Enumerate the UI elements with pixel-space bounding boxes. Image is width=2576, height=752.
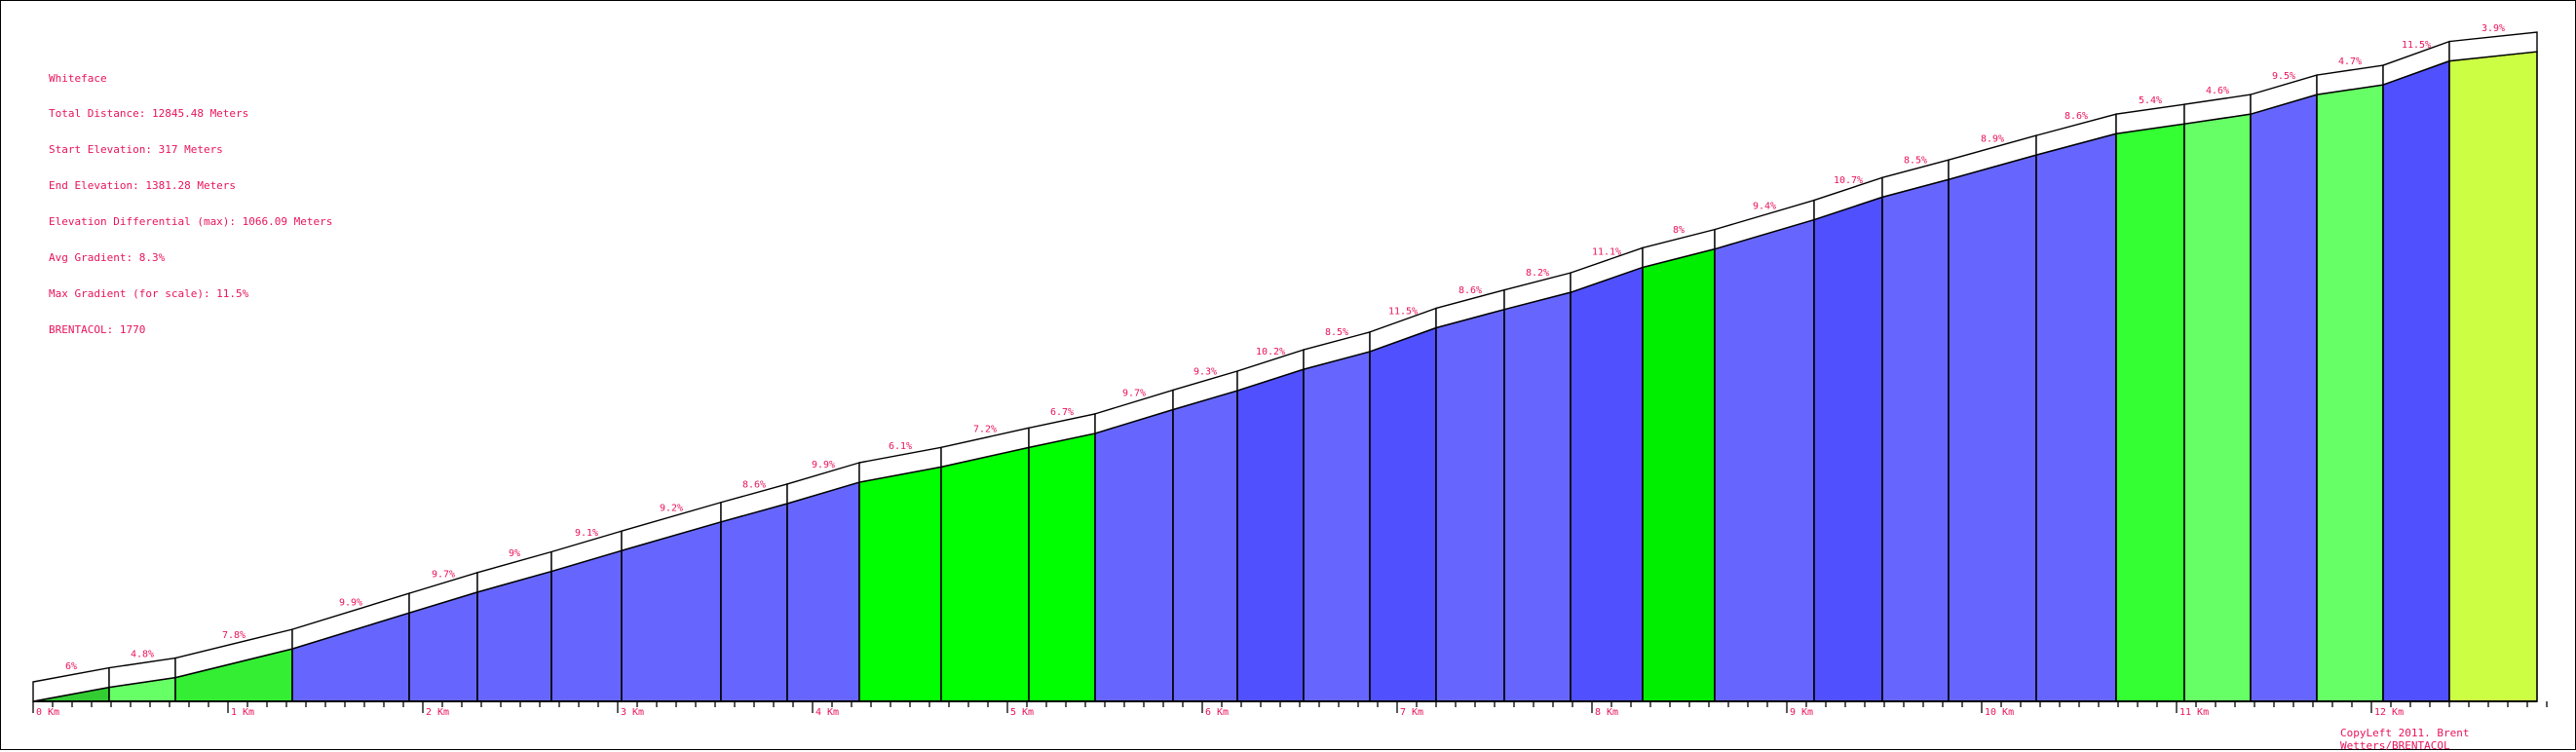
profile-segment	[1435, 308, 1505, 702]
x-tick-label: 9 Km	[1790, 707, 1813, 718]
gradient-label: 8.6%	[742, 479, 766, 490]
copyright-notice: CopyLeft 2011. Brent Wetters/BRENTACOL	[2340, 727, 2470, 752]
gradient-label: 9%	[509, 548, 520, 559]
gradient-label: 9.9%	[812, 460, 835, 470]
profile-segment	[2183, 113, 2252, 702]
gradient-label: 8%	[1673, 225, 1685, 236]
profile-segment	[1570, 266, 1644, 702]
profile-segment	[2115, 123, 2185, 702]
profile-segment	[1813, 196, 1883, 702]
gradient-label: 4.8%	[131, 650, 154, 660]
total-distance: Total Distance: 12845.48 Meters	[49, 107, 249, 121]
profile-segment	[1503, 291, 1572, 702]
gradient-label: 9.7%	[432, 569, 455, 580]
profile-segment	[2382, 59, 2450, 702]
profile-segment	[1236, 367, 1305, 702]
gradient-label: 10.2%	[1256, 347, 1285, 357]
x-tick-label: 4 Km	[815, 707, 839, 718]
avg-gradient: Avg Gradient: 8.3%	[49, 251, 166, 265]
profile-segment	[1642, 247, 1716, 702]
x-tick-label: 11 Km	[2179, 707, 2209, 718]
start-elevation: Start Elevation: 317 Meters	[49, 143, 223, 157]
x-tick-label: 1 Km	[231, 707, 254, 718]
gradient-label: 6.1%	[889, 441, 912, 452]
gradient-label: 7.2%	[973, 424, 997, 434]
elevation-differential: Elevation Differential (max): 1066.09 Me…	[49, 215, 333, 229]
profile-segment	[1948, 154, 2037, 702]
x-axis: 0 Km 1 Km 2 Km 3 Km 4 Km 5 Km 6 Km 7 Km 8 Km 9 Km…	[32, 700, 2548, 718]
profile-segment	[1028, 432, 1096, 702]
segments-layer	[32, 51, 2538, 702]
gradient-label: 6%	[65, 661, 77, 672]
gradient-label: 9.3%	[1193, 367, 1217, 378]
profile-segment	[1369, 326, 1437, 702]
ribbon-layer	[32, 31, 2538, 702]
gradient-label: 8.2%	[1526, 268, 1549, 279]
gradient-label: 8.5%	[1904, 155, 1927, 166]
end-elevation: End Elevation: 1381.28 Meters	[49, 179, 237, 193]
gradient-label: 9.7%	[1122, 389, 1146, 399]
gradient-label: 9.5%	[2272, 71, 2295, 82]
x-tick-label: 0 Km	[36, 707, 59, 718]
profile-segment	[786, 480, 860, 702]
profile-segment	[1881, 178, 1950, 702]
profile-segment	[2316, 84, 2384, 702]
profile-segment	[2448, 51, 2538, 702]
x-tick-label: 3 Km	[621, 707, 644, 718]
x-tick-label: 10 Km	[1985, 707, 2014, 718]
gradient-label: 8.9%	[1981, 134, 2004, 145]
profile-segment	[1714, 218, 1815, 702]
gradient-label: 9.4%	[1753, 202, 1776, 212]
gradient-label: 9.9%	[339, 598, 362, 609]
profile-segment	[2035, 132, 2117, 702]
max-gradient: Max Gradient (for scale): 11.5%	[49, 286, 249, 300]
gradient-label: 4.7%	[2338, 56, 2362, 67]
profile-segment	[2250, 93, 2318, 702]
profile-segment	[621, 520, 722, 702]
gradient-label: 8.5%	[1325, 327, 1348, 338]
gradient-label: 8.6%	[2065, 111, 2088, 122]
profile-segment	[550, 549, 623, 702]
gradient-label: 7.8%	[222, 630, 246, 641]
x-tick-label: 7 Km	[1400, 707, 1423, 718]
profile-segment	[858, 466, 942, 702]
route-name: Whiteface	[49, 71, 107, 85]
profile-segment	[1303, 350, 1371, 702]
gradient-labels-layer: 6% 4.8% 7.8% 9.9% 9.7% 9% 9.1% 9.2% 8.6% 9.9% 6.1%…	[65, 23, 2505, 672]
gradient-label: 11.5%	[2402, 40, 2431, 51]
gradient-label: 8.6%	[1458, 285, 1482, 296]
gradient-label: 4.6%	[2206, 86, 2229, 96]
route-info-block: Whiteface Total Distance: 12845.48 Meter…	[49, 49, 332, 348]
gradient-label: 3.9%	[2481, 23, 2505, 34]
x-tick-label: 2 Km	[426, 707, 449, 718]
gradient-label: 10.7%	[1834, 175, 1863, 186]
gradient-label: 11.5%	[1388, 307, 1418, 318]
profile-segment	[1172, 389, 1238, 702]
profile-segment	[720, 502, 788, 702]
gradient-label: 5.4%	[2139, 95, 2162, 106]
gradient-ribbon	[2448, 31, 2538, 62]
x-tick-label: 5 Km	[1010, 707, 1034, 718]
brentacol-score: BRENTACOL: 1770	[49, 322, 146, 336]
x-tick-label: 12 Km	[2374, 707, 2404, 718]
profile-segment	[476, 570, 552, 702]
x-tick-label: 8 Km	[1595, 707, 1618, 718]
gradient-label: 11.1%	[1592, 246, 1621, 257]
gradient-label: 9.1%	[575, 528, 598, 539]
profile-segment	[940, 446, 1030, 702]
gradient-label: 6.7%	[1050, 407, 1074, 418]
x-tick-label: 6 Km	[1205, 707, 1229, 718]
profile-segment	[1094, 408, 1174, 702]
gradient-label: 9.2%	[660, 503, 683, 513]
